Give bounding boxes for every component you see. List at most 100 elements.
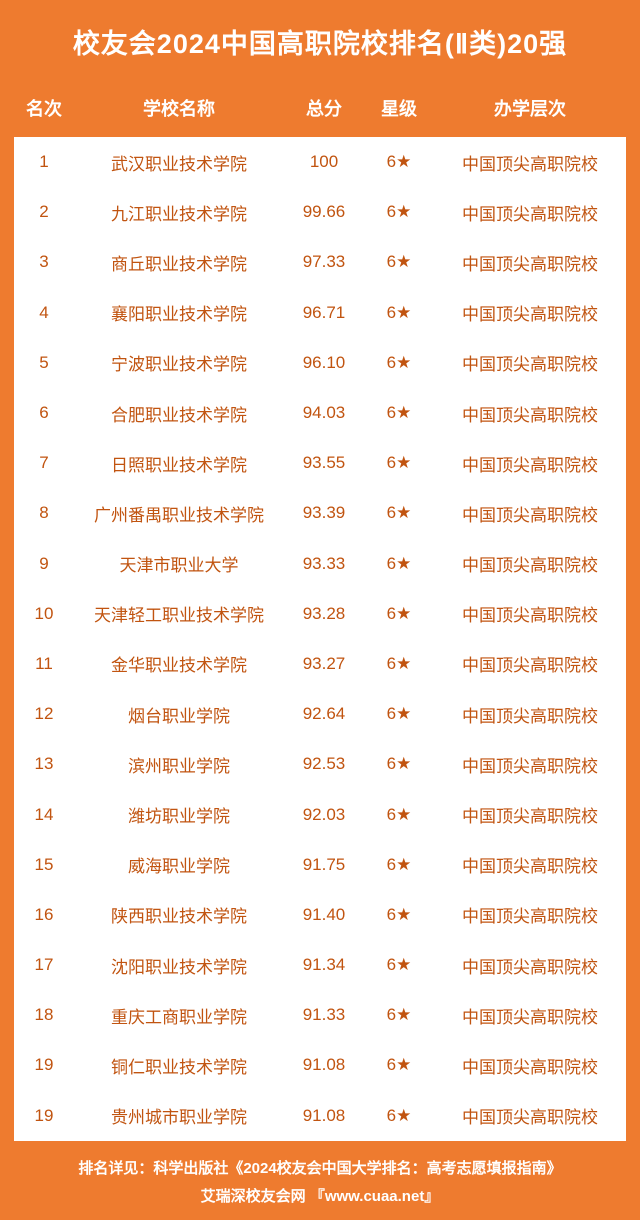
footer-line-2: 艾瑞深校友会网 『www.cuaa.net』 [8, 1183, 632, 1212]
cell-name: 九江职业技术学院 [74, 187, 284, 237]
cell-score: 97.33 [284, 237, 364, 287]
cell-level: 中国顶尖高职院校 [434, 940, 626, 990]
table-row: 19铜仁职业技术学院91.086★中国顶尖高职院校 [14, 1040, 626, 1090]
cell-name: 陕西职业技术学院 [74, 890, 284, 940]
cell-score: 91.33 [284, 990, 364, 1040]
cell-level: 中国顶尖高职院校 [434, 438, 626, 488]
table-row: 1武汉职业技术学院1006★中国顶尖高职院校 [14, 137, 626, 187]
cell-name: 潍坊职业学院 [74, 789, 284, 839]
cell-rank: 17 [14, 940, 74, 990]
cell-score: 93.33 [284, 539, 364, 589]
cell-score: 93.55 [284, 438, 364, 488]
cell-rank: 2 [14, 187, 74, 237]
cell-level: 中国顶尖高职院校 [434, 539, 626, 589]
cell-rank: 19 [14, 1040, 74, 1090]
cell-star: 6★ [364, 1091, 434, 1141]
cell-rank: 4 [14, 288, 74, 338]
col-header-level: 办学层次 [434, 79, 626, 137]
cell-star: 6★ [364, 689, 434, 739]
cell-rank: 14 [14, 789, 74, 839]
cell-score: 91.08 [284, 1091, 364, 1141]
cell-name: 烟台职业学院 [74, 689, 284, 739]
cell-level: 中国顶尖高职院校 [434, 639, 626, 689]
page-title: 校友会2024中国高职院校排名(Ⅱ类)20强 [0, 0, 640, 79]
cell-score: 94.03 [284, 388, 364, 438]
cell-score: 93.39 [284, 488, 364, 538]
cell-score: 93.28 [284, 589, 364, 639]
table-row: 10天津轻工职业技术学院93.286★中国顶尖高职院校 [14, 589, 626, 639]
table-row: 3商丘职业技术学院97.336★中国顶尖高职院校 [14, 237, 626, 287]
cell-rank: 15 [14, 840, 74, 890]
cell-star: 6★ [364, 890, 434, 940]
cell-rank: 18 [14, 990, 74, 1040]
table-row: 6合肥职业技术学院94.036★中国顶尖高职院校 [14, 388, 626, 438]
table-row: 14潍坊职业学院92.036★中国顶尖高职院校 [14, 789, 626, 839]
cell-name: 武汉职业技术学院 [74, 137, 284, 187]
cell-name: 天津轻工职业技术学院 [74, 589, 284, 639]
footer-line-1: 排名详见：科学出版社《2024校友会中国大学排名：高考志愿填报指南》 [8, 1155, 632, 1184]
cell-star: 6★ [364, 990, 434, 1040]
cell-level: 中国顶尖高职院校 [434, 789, 626, 839]
table-row: 8广州番禺职业技术学院93.396★中国顶尖高职院校 [14, 488, 626, 538]
cell-score: 96.10 [284, 338, 364, 388]
cell-name: 襄阳职业技术学院 [74, 288, 284, 338]
table-row: 11金华职业技术学院93.276★中国顶尖高职院校 [14, 639, 626, 689]
cell-score: 91.34 [284, 940, 364, 990]
cell-level: 中国顶尖高职院校 [434, 237, 626, 287]
table-row: 16陕西职业技术学院91.406★中国顶尖高职院校 [14, 890, 626, 940]
cell-star: 6★ [364, 137, 434, 187]
cell-rank: 5 [14, 338, 74, 388]
table-row: 19贵州城市职业学院91.086★中国顶尖高职院校 [14, 1091, 626, 1141]
cell-name: 商丘职业技术学院 [74, 237, 284, 287]
table-row: 9天津市职业大学93.336★中国顶尖高职院校 [14, 539, 626, 589]
cell-star: 6★ [364, 488, 434, 538]
cell-star: 6★ [364, 237, 434, 287]
table-row: 12烟台职业学院92.646★中国顶尖高职院校 [14, 689, 626, 739]
cell-score: 93.27 [284, 639, 364, 689]
cell-name: 铜仁职业技术学院 [74, 1040, 284, 1090]
cell-name: 沈阳职业技术学院 [74, 940, 284, 990]
cell-name: 威海职业学院 [74, 840, 284, 890]
cell-level: 中国顶尖高职院校 [434, 840, 626, 890]
cell-level: 中国顶尖高职院校 [434, 137, 626, 187]
cell-name: 重庆工商职业学院 [74, 990, 284, 1040]
cell-star: 6★ [364, 1040, 434, 1090]
cell-star: 6★ [364, 589, 434, 639]
cell-name: 合肥职业技术学院 [74, 388, 284, 438]
cell-star: 6★ [364, 940, 434, 990]
cell-rank: 13 [14, 739, 74, 789]
cell-score: 91.40 [284, 890, 364, 940]
cell-name: 贵州城市职业学院 [74, 1091, 284, 1141]
cell-score: 91.08 [284, 1040, 364, 1090]
cell-level: 中国顶尖高职院校 [434, 338, 626, 388]
table-row: 18重庆工商职业学院91.336★中国顶尖高职院校 [14, 990, 626, 1040]
cell-rank: 3 [14, 237, 74, 287]
cell-name: 日照职业技术学院 [74, 438, 284, 488]
cell-star: 6★ [364, 338, 434, 388]
cell-level: 中国顶尖高职院校 [434, 739, 626, 789]
cell-score: 96.71 [284, 288, 364, 338]
cell-star: 6★ [364, 288, 434, 338]
cell-level: 中国顶尖高职院校 [434, 890, 626, 940]
cell-score: 92.53 [284, 739, 364, 789]
ranking-table-wrap: 名次 学校名称 总分 星级 办学层次 1武汉职业技术学院1006★中国顶尖高职院… [14, 79, 626, 1141]
cell-rank: 6 [14, 388, 74, 438]
cell-score: 92.64 [284, 689, 364, 739]
ranking-table: 名次 学校名称 总分 星级 办学层次 1武汉职业技术学院1006★中国顶尖高职院… [14, 79, 626, 1141]
cell-level: 中国顶尖高职院校 [434, 689, 626, 739]
cell-rank: 12 [14, 689, 74, 739]
cell-rank: 1 [14, 137, 74, 187]
cell-rank: 16 [14, 890, 74, 940]
col-header-star: 星级 [364, 79, 434, 137]
cell-score: 91.75 [284, 840, 364, 890]
cell-star: 6★ [364, 187, 434, 237]
cell-rank: 7 [14, 438, 74, 488]
cell-level: 中国顶尖高职院校 [434, 990, 626, 1040]
cell-star: 6★ [364, 438, 434, 488]
cell-level: 中国顶尖高职院校 [434, 1040, 626, 1090]
cell-score: 92.03 [284, 789, 364, 839]
cell-rank: 10 [14, 589, 74, 639]
col-header-rank: 名次 [14, 79, 74, 137]
cell-name: 宁波职业技术学院 [74, 338, 284, 388]
cell-star: 6★ [364, 639, 434, 689]
